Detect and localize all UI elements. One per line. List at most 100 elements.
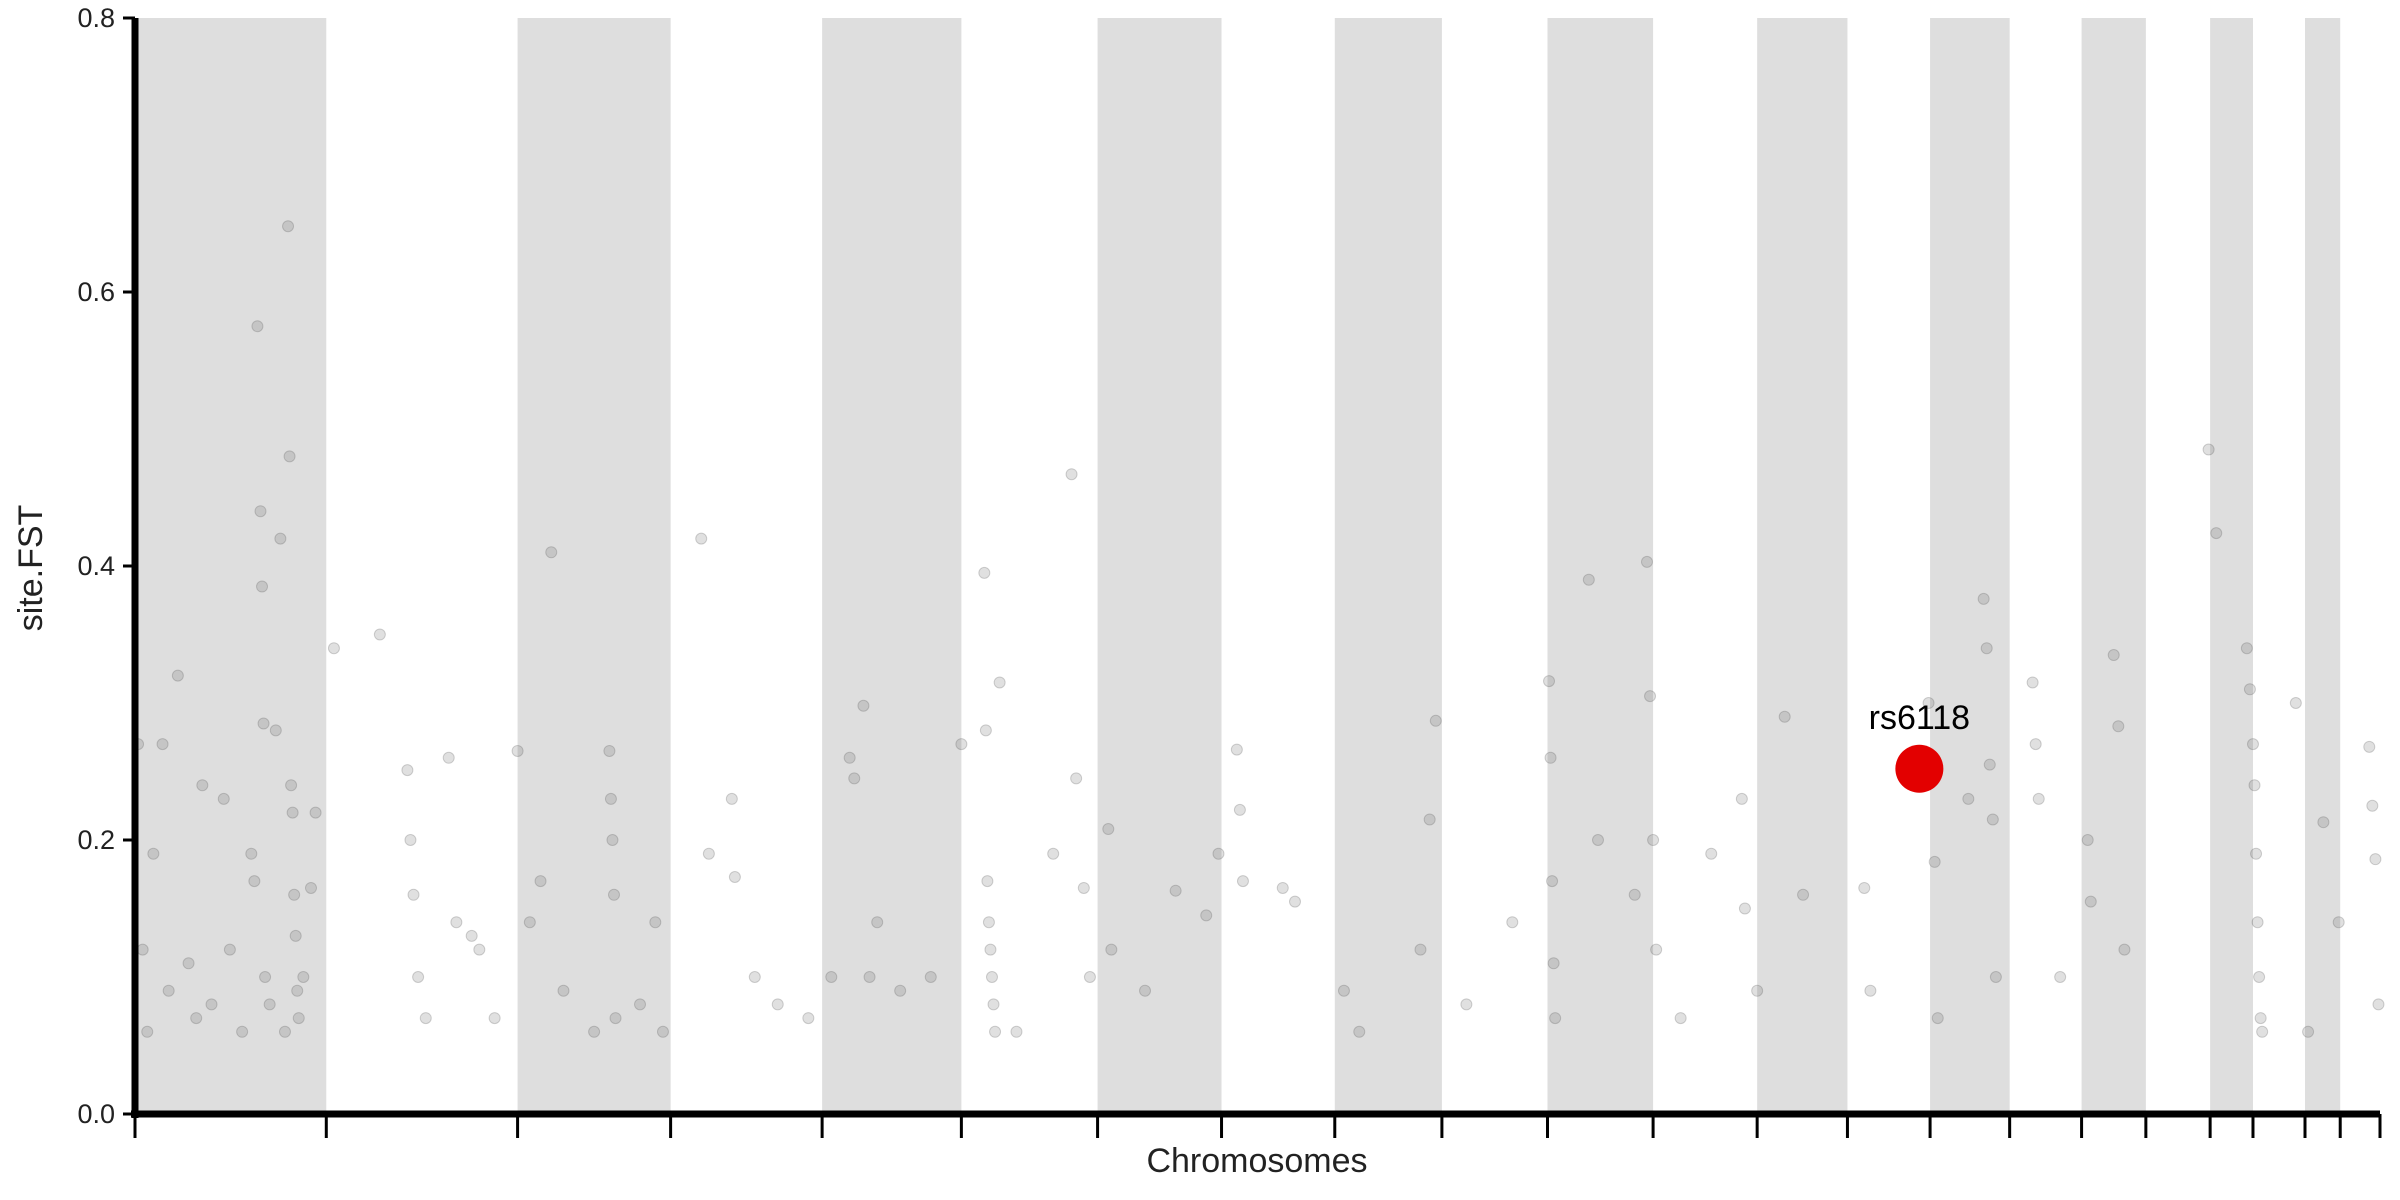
snp-point	[1778, 710, 1791, 723]
snp-point	[1647, 834, 1660, 846]
snp-point	[488, 1012, 501, 1025]
snp-point	[2032, 792, 2045, 805]
chromosome-band	[1930, 18, 2010, 1114]
chromosome-band	[822, 18, 962, 1114]
snp-point	[182, 957, 195, 970]
snp-point	[2210, 527, 2223, 540]
snp-point	[285, 779, 298, 792]
snp-point	[190, 1012, 203, 1025]
snp-point	[1582, 573, 1595, 586]
snp-point	[1276, 881, 1289, 894]
snp-point	[269, 724, 282, 737]
snp-point	[2289, 697, 2302, 709]
snp-point	[857, 699, 870, 712]
snp-point	[2253, 971, 2266, 983]
snp-point	[1797, 888, 1810, 901]
y-tick-label: 0.8	[77, 3, 115, 33]
snp-point	[2029, 738, 2042, 751]
snp-point	[1989, 971, 2002, 983]
snp-point	[304, 881, 317, 894]
snp-point	[1429, 714, 1442, 727]
snp-point	[979, 724, 992, 737]
snp-point	[1858, 881, 1871, 894]
snp-point	[1236, 875, 1249, 888]
snp-point	[1414, 943, 1427, 956]
chromosome-band	[2081, 18, 2146, 1114]
snp-point	[1928, 855, 1941, 868]
highlight-point	[1895, 744, 1944, 793]
snp-point	[978, 566, 991, 579]
snp-point	[993, 676, 1006, 689]
snp-point	[288, 888, 301, 901]
snp-point	[1738, 902, 1751, 915]
snp-point	[278, 1025, 291, 1038]
snp-point	[289, 929, 302, 942]
snp-point	[257, 717, 270, 730]
snp-point	[450, 916, 463, 929]
chromosome-band	[2210, 18, 2253, 1114]
snp-point	[1077, 881, 1090, 894]
snp-point	[2317, 816, 2330, 829]
snp-point	[1169, 884, 1182, 897]
snp-point	[2246, 738, 2259, 751]
chromosome-band	[1757, 18, 1848, 1114]
snp-point	[2118, 943, 2131, 956]
snp-point	[534, 875, 547, 888]
y-tick-label: 0.6	[77, 277, 115, 307]
snp-point	[1650, 943, 1663, 956]
snp-point	[473, 943, 486, 956]
snp-point	[2251, 916, 2264, 929]
snp-point	[1010, 1025, 1023, 1038]
snp-point	[223, 943, 236, 956]
snp-point	[609, 1012, 622, 1025]
snp-point	[196, 779, 209, 792]
snp-point	[2302, 1025, 2315, 1038]
snp-point	[588, 1025, 601, 1038]
snp-point	[465, 929, 478, 942]
snp-point	[702, 847, 715, 860]
snp-point	[2332, 916, 2345, 929]
chromosome-band	[135, 18, 327, 1114]
x-axis-label: Chromosomes	[1146, 1142, 1367, 1180]
snp-point	[523, 916, 536, 929]
snp-point	[1705, 847, 1718, 860]
y-tick-label: 0.0	[77, 1099, 115, 1129]
snp-point	[1922, 697, 1935, 709]
snp-point	[1353, 1025, 1366, 1038]
snp-point	[728, 870, 741, 883]
snp-point	[274, 532, 287, 545]
snp-point	[511, 744, 524, 757]
snp-point	[309, 806, 322, 819]
snp-point	[1931, 1012, 1944, 1025]
snp-point	[419, 1012, 432, 1025]
y-axis-label: site.FST	[12, 505, 50, 632]
snp-point	[771, 998, 784, 1011]
snp-point	[2240, 642, 2253, 655]
snp-point	[1986, 813, 1999, 826]
snp-point	[1102, 823, 1115, 836]
snp-point	[1460, 998, 1473, 1011]
snp-point	[286, 806, 299, 819]
chromosome-band	[1097, 18, 1222, 1114]
snp-point	[843, 751, 856, 764]
snp-point	[1751, 984, 1764, 997]
snp-point	[1977, 592, 1990, 605]
snp-point	[2081, 834, 2094, 846]
snp-point	[217, 792, 230, 805]
snp-point	[557, 984, 570, 997]
snp-point	[141, 1025, 154, 1038]
snp-point	[825, 971, 838, 983]
snp-point	[162, 984, 175, 997]
snp-point	[989, 1025, 1002, 1038]
snp-point	[607, 888, 620, 901]
snp-point	[327, 642, 340, 655]
snp-point	[634, 998, 647, 1011]
snp-point	[2250, 847, 2263, 860]
snp-point	[2054, 971, 2067, 983]
snp-point	[2107, 649, 2120, 662]
snp-point	[725, 792, 738, 805]
snp-point	[401, 764, 414, 777]
y-tick-label: 0.2	[77, 825, 115, 855]
snp-point	[2366, 799, 2379, 812]
snp-point	[2369, 853, 2382, 866]
